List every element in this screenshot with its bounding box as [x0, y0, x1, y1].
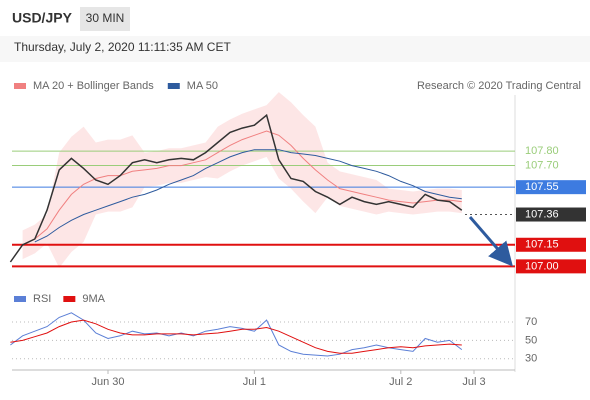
rsi-line: [10, 319, 462, 354]
legend-label: RSI: [33, 293, 51, 305]
ma50-line: [34, 149, 462, 243]
level-box: [516, 259, 586, 274]
legend-swatch: [167, 83, 180, 89]
y-tick-label: 70: [525, 316, 537, 328]
level-box: [516, 237, 586, 252]
y-tick-label: 30: [525, 353, 537, 365]
symbol: USD/JPY: [12, 10, 73, 26]
level-label: 107.80: [525, 145, 559, 157]
timestamp-bar: [0, 36, 590, 62]
legend-label: MA 50: [187, 80, 218, 92]
forecast-arrow: [468, 216, 513, 267]
level-label: 107.36: [525, 208, 559, 220]
level-label: 107.70: [525, 159, 559, 171]
level-box: [516, 180, 586, 195]
credit: Research © 2020 Trading Central: [417, 80, 581, 92]
interval-box: [80, 7, 130, 31]
x-tick-label: Jun 30: [91, 376, 124, 388]
price-line: [9, 113, 463, 263]
level-label: 107.00: [525, 260, 559, 272]
x-tick-label: Jul 1: [243, 376, 266, 388]
level-box: [516, 207, 586, 222]
legend-swatch: [14, 296, 26, 302]
level-label: 107.15: [525, 239, 559, 251]
interval: 30 MIN: [86, 11, 125, 25]
y-tick-label: 50: [525, 334, 537, 346]
timestamp: Thursday, July 2, 2020 11:11:35 AM CET: [14, 40, 231, 54]
x-tick-label: Jul 3: [462, 376, 485, 388]
ma20-line: [22, 130, 462, 246]
rsi-line: [10, 312, 463, 357]
legend-label: 9MA: [82, 293, 105, 305]
level-label: 107.55: [525, 181, 559, 193]
legend-label: MA 20 + Bollinger Bands: [33, 80, 154, 92]
x-tick-label: Jul 2: [389, 376, 412, 388]
bollinger-band: [22, 92, 462, 268]
legend-swatch: [14, 83, 26, 89]
legend-swatch: [63, 296, 76, 302]
